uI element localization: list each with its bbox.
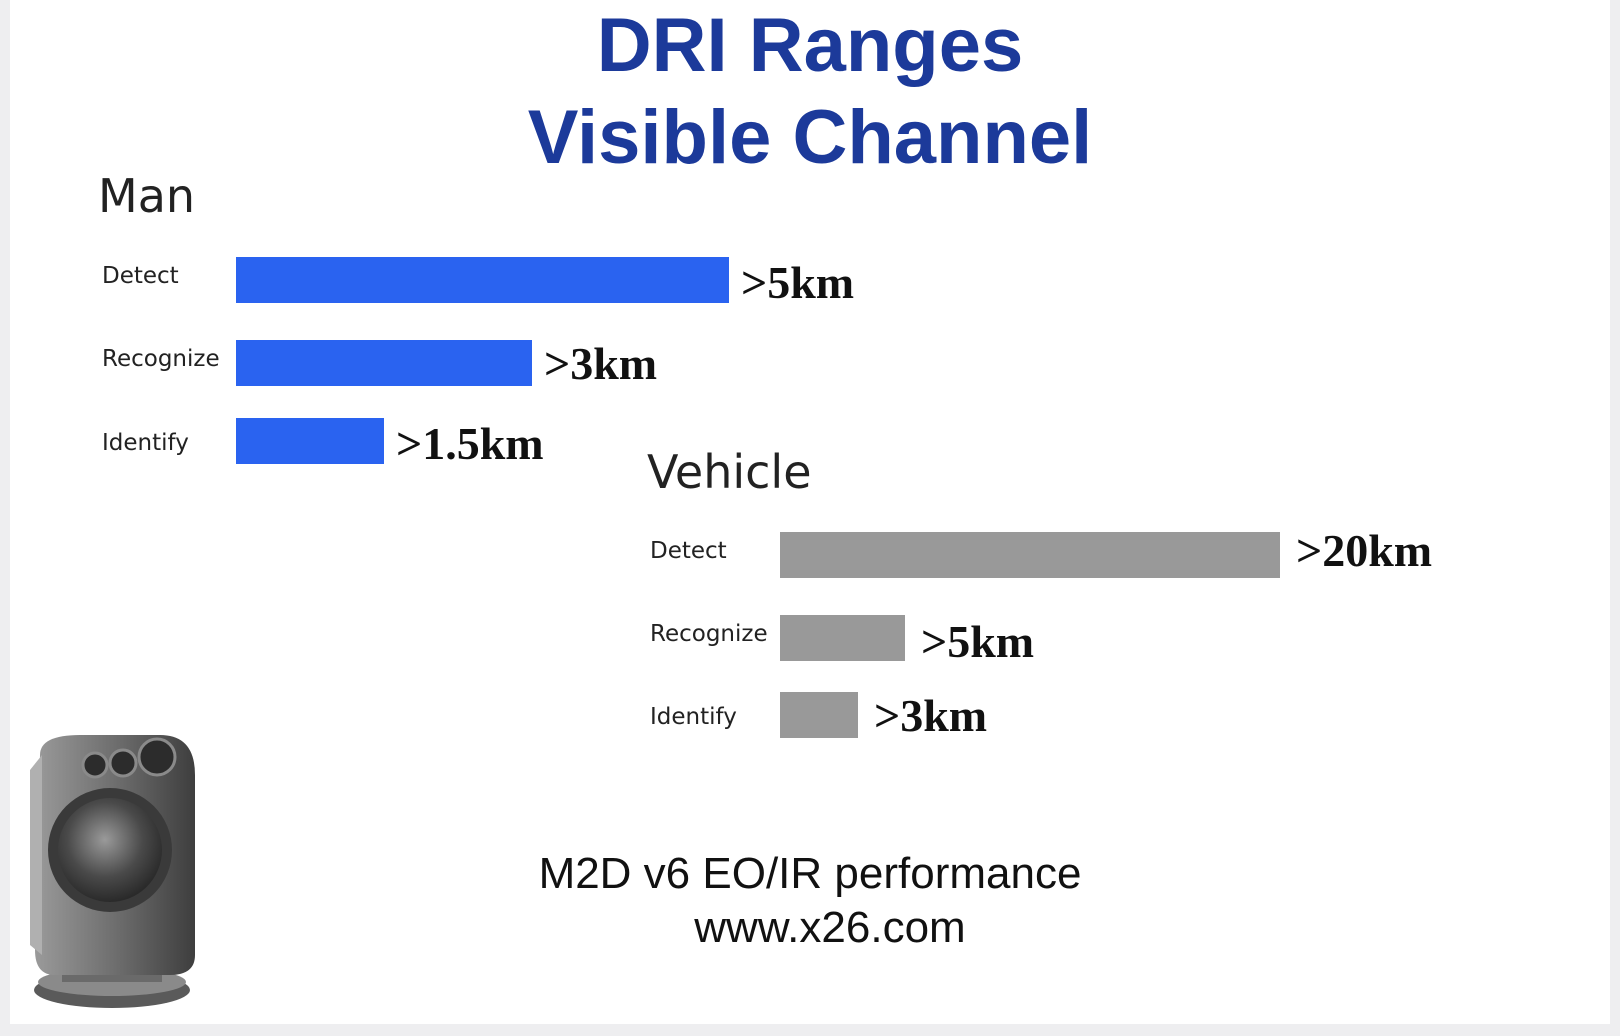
footer-website: www.x26.com — [694, 903, 966, 952]
man-recognize-label: Recognize — [102, 346, 220, 372]
vehicle-detect-label: Detect — [650, 538, 727, 564]
man-identify-value-label: >1.5km — [396, 418, 544, 469]
vehicle-identify-bar — [780, 692, 858, 738]
vehicle-identify-value-label: >3km — [874, 690, 988, 741]
man-detect-bar — [236, 257, 729, 303]
man-detect-label: Detect — [102, 263, 179, 289]
vehicle-identify-label: Identify — [650, 704, 737, 730]
man-recognize-bar — [236, 340, 532, 386]
vehicle-recognize-value-label: >5km — [921, 616, 1035, 667]
man-identify-label: Identify — [102, 430, 189, 456]
slide: DRI Ranges Visible Channel Man Detect >5km… — [10, 0, 1610, 1024]
title-line-1: DRI Ranges — [596, 3, 1024, 88]
chart-man-title: Man — [98, 169, 196, 223]
chart-vehicle-title: Vehicle — [647, 445, 812, 499]
vehicle-detect-value-label: >20km — [1296, 525, 1433, 576]
man-detect-value-label: >5km — [741, 257, 855, 308]
camera-turret-icon — [30, 735, 195, 1008]
vehicle-recognize-bar — [780, 615, 905, 661]
title-line-2: Visible Channel — [527, 95, 1093, 180]
vehicle-recognize-label: Recognize — [650, 621, 768, 647]
man-identify-bar — [236, 418, 384, 464]
vehicle-detect-bar — [780, 532, 1280, 578]
man-recognize-value-label: >3km — [544, 338, 658, 389]
footer-product-name: M2D v6 EO/IR performance — [538, 849, 1082, 898]
